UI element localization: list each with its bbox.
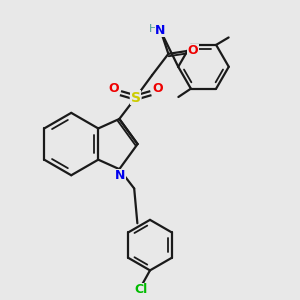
- Text: O: O: [152, 82, 163, 94]
- Text: N: N: [155, 24, 166, 37]
- Text: N: N: [115, 169, 126, 182]
- Text: H: H: [148, 24, 157, 34]
- Text: S: S: [131, 91, 141, 105]
- Text: Cl: Cl: [134, 283, 148, 296]
- Circle shape: [130, 92, 141, 103]
- Text: O: O: [188, 44, 198, 57]
- Text: O: O: [108, 82, 119, 94]
